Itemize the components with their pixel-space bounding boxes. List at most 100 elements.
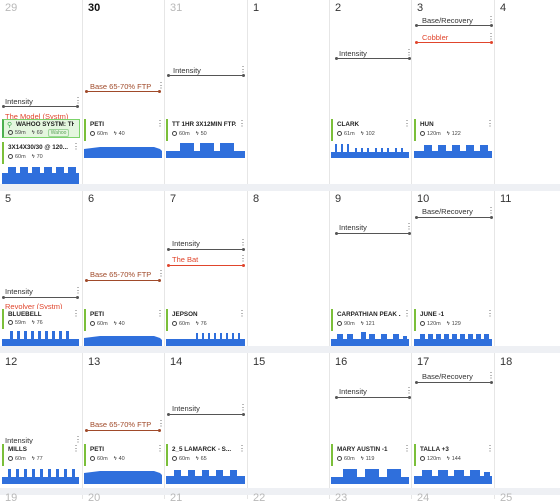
- more-icon[interactable]: ⋮: [405, 386, 413, 395]
- column-divider: [329, 0, 330, 499]
- event-label[interactable]: Intensity: [5, 287, 33, 296]
- more-icon[interactable]: ⋮: [72, 142, 80, 151]
- day-number[interactable]: 12: [5, 356, 18, 368]
- day-number[interactable]: 17: [417, 356, 430, 368]
- workout-card[interactable]: CLARK ⋮ 61m ϟ 102: [331, 119, 411, 141]
- more-icon[interactable]: ⋮: [74, 96, 82, 105]
- more-icon[interactable]: ⋮: [486, 444, 494, 453]
- workout-card[interactable]: HUN ⋮ 120m ϟ 122: [414, 119, 494, 141]
- event-label[interactable]: Revolver (Systm): [5, 302, 63, 311]
- day-number[interactable]: 6: [88, 193, 95, 205]
- more-icon[interactable]: ⋮: [403, 309, 411, 318]
- day-number[interactable]: 31: [170, 2, 183, 14]
- more-icon[interactable]: ⋮: [238, 444, 246, 453]
- day-number[interactable]: 18: [500, 356, 513, 368]
- day-number[interactable]: 14: [170, 356, 183, 368]
- event-label[interactable]: The Model (Systm): [5, 112, 69, 121]
- more-icon[interactable]: ⋮: [156, 119, 164, 128]
- event-label[interactable]: Base 65-70% FTP: [90, 82, 152, 91]
- more-icon[interactable]: ⋮: [405, 222, 413, 231]
- day-number[interactable]: 13: [88, 356, 101, 368]
- day-number[interactable]: 19: [5, 492, 18, 504]
- workout-card[interactable]: WAHOO SYSTM: TH... ⚲ 59m ϟ69 Wahoo: [2, 119, 80, 138]
- more-icon[interactable]: ⋮: [74, 286, 82, 295]
- day-number[interactable]: 16: [335, 356, 348, 368]
- day-number[interactable]: 21: [170, 492, 183, 504]
- day-number[interactable]: 1: [253, 2, 260, 14]
- workout-card[interactable]: MARY AUSTIN -1 ⋮ 60m ϟ 119: [331, 444, 411, 466]
- more-icon[interactable]: ⋮: [239, 254, 247, 263]
- event-label[interactable]: Intensity: [172, 404, 200, 413]
- more-icon[interactable]: ⋮: [403, 119, 411, 128]
- more-icon[interactable]: ⋮: [72, 309, 80, 318]
- day-number[interactable]: 25: [500, 492, 513, 504]
- workout-card[interactable]: PETI ⋮ 60m ϟ 40: [84, 309, 164, 331]
- workout-profile-chart: [84, 336, 162, 346]
- more-icon[interactable]: ⋮: [403, 444, 411, 453]
- workout-duration: 59m: [15, 320, 26, 326]
- more-icon[interactable]: ⋮: [239, 238, 247, 247]
- event-label[interactable]: Intensity: [339, 223, 367, 232]
- more-icon[interactable]: ⋮: [238, 119, 246, 128]
- event-label[interactable]: Base/Recovery: [422, 16, 473, 25]
- workout-card[interactable]: CARPATHIAN PEAK ... ⋮ 90m ϟ 121: [331, 309, 411, 331]
- workout-profile-chart: [414, 470, 492, 484]
- day-number[interactable]: 24: [417, 492, 430, 504]
- day-number-today[interactable]: 30: [88, 2, 101, 14]
- event-label[interactable]: Intensity: [172, 239, 200, 248]
- day-number[interactable]: 9: [335, 193, 342, 205]
- event-label[interactable]: Base/Recovery: [422, 207, 473, 216]
- more-icon[interactable]: ⋮: [486, 309, 494, 318]
- workout-card[interactable]: PETI ⋮ 60m ϟ 40: [84, 444, 164, 466]
- day-number[interactable]: 2: [335, 2, 342, 14]
- more-icon[interactable]: ⋮: [157, 81, 165, 90]
- more-icon[interactable]: ⋮: [72, 444, 80, 453]
- more-icon[interactable]: ⋮: [156, 309, 164, 318]
- workout-card[interactable]: MILLS ⋮ 60m ϟ 77: [2, 444, 80, 466]
- day-number[interactable]: 11: [500, 193, 512, 205]
- event-label[interactable]: Intensity: [5, 436, 33, 445]
- more-icon[interactable]: ⋮: [487, 32, 495, 41]
- workout-card[interactable]: TT 1HR 3X12MIN FTP... ⋮ 60m ϟ 50: [166, 119, 246, 141]
- day-number[interactable]: 22: [253, 492, 266, 504]
- day-number[interactable]: 7: [170, 193, 177, 205]
- event-label[interactable]: Intensity: [339, 387, 367, 396]
- more-icon[interactable]: ⋮: [487, 206, 495, 215]
- event-label[interactable]: Base 65-70% FTP: [90, 270, 152, 279]
- day-number[interactable]: 23: [335, 492, 348, 504]
- day-number[interactable]: 4: [500, 2, 507, 14]
- event-label[interactable]: Cobbler: [422, 33, 449, 42]
- more-icon[interactable]: ⋮: [487, 371, 495, 380]
- more-icon[interactable]: ⋮: [487, 15, 495, 24]
- more-icon[interactable]: ⋮: [239, 65, 247, 74]
- event-label[interactable]: Base 65-70% FTP: [90, 420, 152, 429]
- event-label[interactable]: Base/Recovery: [422, 372, 473, 381]
- more-icon[interactable]: ⋮: [157, 419, 165, 428]
- day-number[interactable]: 8: [253, 193, 260, 205]
- workout-card[interactable]: TALLA +3 ⋮ 120m ϟ 144: [414, 444, 494, 466]
- event-label[interactable]: Intensity: [5, 97, 33, 106]
- day-number[interactable]: 15: [253, 356, 266, 368]
- workout-card[interactable]: PETI ⋮ 60m ϟ 40: [84, 119, 164, 141]
- more-icon[interactable]: ⋮: [74, 435, 82, 444]
- workout-card[interactable]: 2_5 LAMARCK - S... ⋮ 60m ϟ 65: [166, 444, 246, 466]
- workout-card[interactable]: BLUEBELL ⋮ 59m ϟ 76: [2, 309, 80, 329]
- workout-card[interactable]: 3X14X30/30 @ 120... ⋮ 60m ϟ 70: [2, 142, 80, 164]
- day-number[interactable]: 10: [417, 193, 430, 205]
- workout-card[interactable]: JEPSON ⋮ 60m ϟ 76: [166, 309, 246, 331]
- day-number[interactable]: 3: [417, 2, 424, 14]
- event-label[interactable]: Intensity: [339, 49, 367, 58]
- more-icon[interactable]: ⋮: [239, 403, 247, 412]
- more-icon[interactable]: ⋮: [238, 309, 246, 318]
- more-icon[interactable]: ⋮: [486, 119, 494, 128]
- day-number[interactable]: 29: [5, 2, 18, 14]
- day-number[interactable]: 5: [5, 193, 12, 205]
- event-label[interactable]: The Bat: [172, 255, 199, 264]
- event-label[interactable]: Intensity: [173, 66, 201, 75]
- workout-card[interactable]: JUNE -1 ⋮ 120m ϟ 129: [414, 309, 494, 331]
- day-number[interactable]: 20: [88, 492, 101, 504]
- more-icon[interactable]: ⋮: [405, 48, 413, 57]
- tss-icon: ϟ: [113, 321, 117, 327]
- more-icon[interactable]: ⋮: [157, 269, 165, 278]
- more-icon[interactable]: ⋮: [156, 444, 164, 453]
